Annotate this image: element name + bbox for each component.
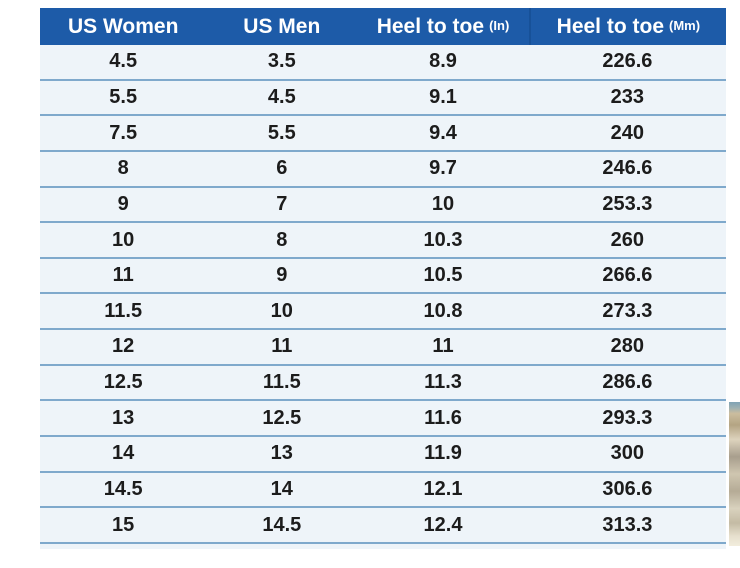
column-header-heel-to-toe: Heel to toe (Mm) [528, 8, 726, 45]
column-unit: (Mm) [669, 18, 701, 33]
table-cell: 286.6 [602, 371, 653, 394]
table-header-row: US Women US Men Heel to toe (In) Heel to toe… [40, 8, 726, 45]
table-cell: 6 [276, 157, 288, 180]
table-cell: 11 [432, 335, 454, 358]
table-row: 12.5 11.5 11.3 286.6 [40, 366, 726, 402]
table-cell: 10 [270, 299, 293, 322]
table-cell: 10.3 [423, 228, 463, 251]
table-cell: 313.3 [602, 513, 653, 536]
table-cell: 14 [112, 442, 135, 465]
table-row: 9 7 10 253.3 [40, 188, 726, 224]
table-row: 4.5 3.5 8.9 226.6 [40, 45, 726, 81]
table-cell: 260 [610, 228, 645, 251]
table-cell: 9.1 [429, 85, 457, 108]
table-cell: 11.3 [424, 371, 462, 394]
table-cell: 8 [117, 157, 129, 180]
table-cell: 12.5 [262, 406, 302, 429]
table-cell: 10 [431, 192, 455, 215]
table-cell: 280 [610, 335, 645, 358]
table-cell: 273.3 [602, 299, 653, 322]
table-cell: 12 [112, 335, 135, 358]
table-cell: 266.6 [602, 264, 653, 287]
table-cell: 13 [112, 406, 135, 429]
table-cell: 11 [112, 264, 134, 287]
column-label: US Women [67, 14, 179, 38]
table-row: 15 14.5 12.4 313.3 [40, 508, 726, 544]
table-cell: 12.1 [423, 478, 463, 500]
column-label: Heel to toe [376, 14, 485, 38]
table-row: 5.5 4.5 9.1 233 [40, 81, 726, 117]
table-cell: 8.9 [429, 50, 457, 73]
table-cell: 4.5 [267, 85, 296, 108]
table-cell: 14 [270, 478, 293, 500]
table-cell: 12.4 [423, 513, 463, 536]
table-cell: 3.5 [267, 50, 296, 73]
table-row: 11.5 10 10.8 273.3 [40, 294, 726, 331]
table-row: 11 9 10.5 266.6 [40, 259, 726, 295]
table-cell: 11.6 [424, 406, 462, 429]
table-cell: 10.5 [423, 264, 463, 287]
table-body: 4.5 3.5 8.9 226.6 5.5 4.5 9.1 233 7.5 5.5 9.4 240 8 6… [40, 45, 726, 544]
column-label: US Men [243, 14, 321, 38]
table-cell: 14.5 [262, 513, 302, 536]
table-row: 12 11 11 280 [40, 330, 726, 366]
column-header-heel-to-toe: Heel to toe (In) [357, 8, 529, 45]
photo-edge-artifact [729, 402, 740, 546]
table-cell: 11.9 [424, 442, 462, 465]
table-cell: 8 [276, 228, 288, 251]
table-row: 13 12.5 11.6 293.3 [40, 401, 726, 438]
table-cell: 253.3 [602, 192, 653, 215]
table-cell: 14.5 [103, 478, 143, 500]
table-row: 8 6 9.7 246.6 [40, 152, 726, 188]
column-header-us-women: US Women [40, 8, 206, 45]
table-cell: 15 [112, 513, 135, 536]
table-cell: 11.5 [104, 299, 143, 322]
table-cell: 300 [610, 442, 645, 465]
table-cell: 11 [271, 335, 293, 358]
table-cell: 7 [276, 192, 288, 215]
table-cell: 9.7 [429, 157, 457, 180]
table-cell: 246.6 [602, 157, 653, 180]
table-cell: 240 [610, 121, 645, 144]
table-cell: 5.5 [267, 121, 296, 144]
column-unit: (In) [489, 18, 510, 33]
table-cell: 293.3 [602, 406, 653, 429]
table-cell: 10.8 [423, 299, 463, 322]
table-cell: 233 [610, 85, 645, 108]
table-row: 14 13 11.9 300 [40, 437, 726, 473]
table-cell: 13 [270, 442, 293, 465]
table-cell: 4.5 [109, 50, 138, 73]
column-label: Heel to toe [556, 14, 665, 38]
table-row: 7.5 5.5 9.4 240 [40, 116, 726, 152]
table-cell: 11.5 [262, 371, 301, 394]
table-cell: 5.5 [109, 85, 138, 108]
table-cell: 9.4 [429, 121, 457, 144]
column-header-us-men: US Men [206, 8, 357, 45]
shoe-size-table: US Women US Men Heel to toe (In) Heel to toe… [40, 8, 726, 549]
table-cell: 226.6 [602, 50, 653, 73]
table-cell: 10 [112, 228, 135, 251]
table-cell: 7.5 [109, 121, 138, 144]
table-cell: 9 [117, 192, 129, 215]
table-row: 14.5 14 12.1 306.6 [40, 473, 726, 509]
table-cell: 9 [276, 264, 288, 287]
table-cell: 12.5 [103, 371, 143, 394]
table-cell: 306.6 [602, 478, 653, 500]
table-row: 10 8 10.3 260 [40, 223, 726, 259]
